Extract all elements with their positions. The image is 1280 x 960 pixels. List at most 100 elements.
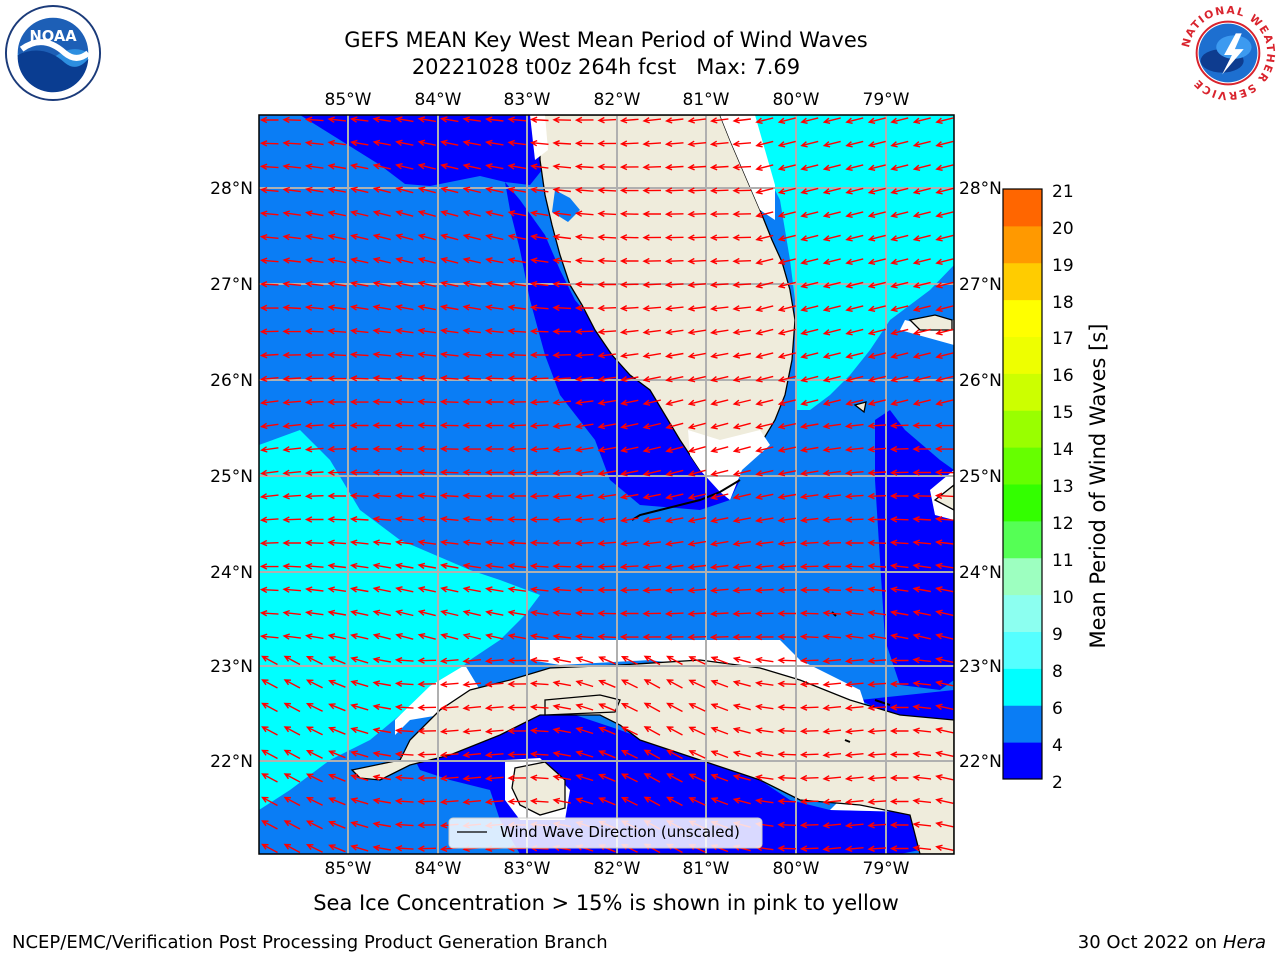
- direction-arrow: [890, 305, 909, 312]
- direction-arrow: [688, 726, 706, 736]
- colorbar-tick-2: 2: [1052, 773, 1063, 793]
- direction-arrow: [642, 328, 661, 336]
- direction-arrow: [350, 304, 369, 311]
- direction-arrow: [327, 492, 346, 500]
- direction-arrow: [867, 657, 887, 664]
- direction-arrow: [439, 398, 459, 406]
- direction-arrow: [822, 728, 842, 735]
- direction-arrow: [844, 469, 864, 477]
- direction-arrow: [282, 116, 302, 124]
- direction-arrow: [372, 492, 392, 500]
- direction-arrow: [507, 727, 527, 735]
- direction-arrow: [485, 139, 504, 147]
- direction-arrow: [755, 258, 774, 265]
- direction-arrow: [484, 516, 504, 523]
- direction-arrow: [575, 399, 594, 406]
- direction-arrow: [261, 796, 278, 807]
- direction-arrow: [283, 679, 301, 689]
- direction-arrow: [417, 492, 437, 500]
- direction-arrow: [507, 609, 527, 617]
- direction-arrow: [935, 703, 954, 710]
- direction-arrow: [732, 257, 752, 265]
- direction-arrow: [507, 492, 527, 500]
- direction-arrow: [642, 210, 661, 218]
- direction-arrow: [283, 726, 301, 736]
- direction-arrow: [575, 773, 594, 782]
- direction-arrow: [687, 352, 706, 359]
- direction-arrow: [282, 304, 302, 312]
- direction-arrow: [687, 493, 706, 500]
- direction-arrow: [259, 328, 279, 335]
- direction-arrow: [350, 233, 369, 241]
- direction-arrow: [417, 751, 437, 758]
- direction-arrow: [889, 704, 909, 711]
- direction-arrow: [912, 680, 932, 687]
- direction-arrow: [777, 234, 796, 242]
- direction-arrow: [575, 422, 594, 430]
- direction-arrow: [350, 679, 369, 688]
- direction-arrow: [867, 727, 887, 735]
- direction-arrow: [732, 328, 751, 336]
- direction-arrow: [282, 422, 302, 430]
- direction-arrow: [822, 493, 841, 500]
- direction-arrow: [620, 702, 638, 712]
- direction-arrow: [282, 210, 301, 217]
- direction-arrow: [889, 727, 909, 735]
- direction-arrow: [867, 281, 886, 289]
- direction-arrow: [754, 680, 774, 687]
- direction-arrow: [754, 633, 774, 641]
- direction-arrow: [912, 422, 932, 429]
- direction-arrow: [394, 515, 414, 523]
- direction-arrow: [732, 610, 752, 617]
- direction-arrow: [304, 139, 324, 147]
- direction-arrow: [485, 633, 504, 640]
- direction-arrow: [350, 163, 369, 170]
- map-legend: Wind Wave Direction (unscaled): [448, 817, 763, 849]
- direction-arrow: [732, 446, 751, 453]
- direction-arrow: [261, 655, 278, 666]
- direction-arrow: [440, 280, 459, 287]
- direction-arrow: [619, 163, 639, 171]
- direction-arrow: [844, 681, 864, 688]
- direction-arrow: [755, 399, 774, 406]
- direction-arrow: [912, 586, 932, 593]
- direction-arrow: [462, 539, 481, 546]
- direction-arrow: [462, 116, 481, 123]
- colorbar-tick-9: 9: [1052, 625, 1063, 645]
- direction-arrow: [732, 210, 752, 218]
- direction-arrow: [867, 774, 887, 782]
- direction-arrow: [529, 657, 549, 664]
- direction-arrow: [552, 703, 572, 711]
- direction-arrow: [394, 422, 414, 429]
- direction-arrow: [372, 327, 391, 335]
- direction-arrow: [327, 280, 347, 288]
- colorbar: [1003, 189, 1042, 780]
- direction-arrow: [395, 163, 414, 170]
- direction-arrow: [665, 117, 684, 124]
- direction-arrow: [327, 375, 347, 382]
- chart-title-line2: 20221028 t00z 264h fcst Max: 7.69: [411, 55, 801, 79]
- direction-arrow: [530, 186, 549, 194]
- direction-arrow: [935, 539, 954, 546]
- map-plot-area: [259, 115, 954, 854]
- direction-arrow: [439, 445, 459, 453]
- direction-arrow: [575, 656, 594, 664]
- direction-arrow: [844, 751, 864, 759]
- direction-arrow: [642, 633, 662, 641]
- direction-arrow: [710, 328, 729, 336]
- direction-arrow: [799, 493, 819, 500]
- direction-arrow: [305, 633, 324, 640]
- direction-arrow: [552, 210, 571, 217]
- direction-arrow: [822, 657, 842, 665]
- direction-arrow: [304, 304, 324, 311]
- direction-arrow: [844, 704, 864, 712]
- direction-arrow: [867, 586, 886, 593]
- direction-arrow: [664, 610, 684, 617]
- direction-arrow: [259, 375, 279, 383]
- direction-arrow: [529, 375, 549, 382]
- direction-arrow: [282, 375, 302, 382]
- direction-arrow: [304, 328, 324, 335]
- direction-arrow: [912, 492, 932, 500]
- direction-arrow: [822, 258, 841, 265]
- direction-arrow: [799, 680, 819, 688]
